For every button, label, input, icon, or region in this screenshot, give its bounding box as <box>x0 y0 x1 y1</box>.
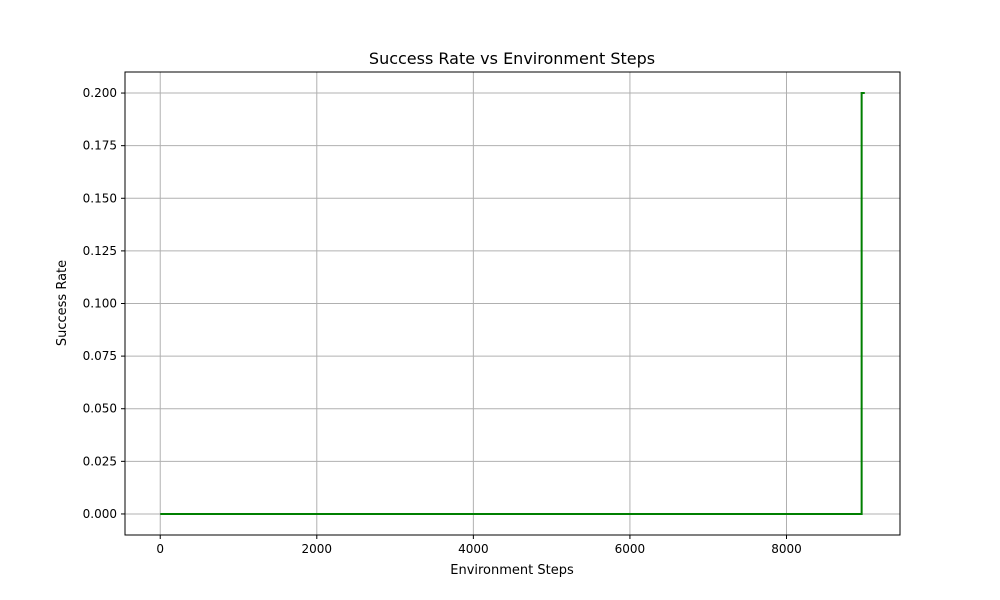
x-axis-label: Environment Steps <box>450 563 574 578</box>
x-tick-label: 8000 <box>771 542 802 556</box>
y-tick-label: 0.000 <box>83 507 117 521</box>
y-tick-label: 0.075 <box>83 349 117 363</box>
y-axis-label: Success Rate <box>55 260 70 346</box>
y-tick-label: 0.200 <box>83 86 117 100</box>
series-layer <box>160 92 865 515</box>
y-tick-label: 0.025 <box>83 454 117 468</box>
y-tick-label: 0.050 <box>83 402 117 416</box>
x-tick-label: 2000 <box>302 542 333 556</box>
x-tick-label: 4000 <box>458 542 489 556</box>
x-tick-label: 6000 <box>615 542 646 556</box>
y-tick-label: 0.150 <box>83 191 117 205</box>
y-tick-label: 0.125 <box>83 244 117 258</box>
series-line <box>160 92 865 515</box>
grid-layer <box>125 72 900 535</box>
chart-title: Success Rate vs Environment Steps <box>369 49 655 68</box>
y-axis: 0.000 0.025 0.050 0.075 0.100 0.125 0.150 0.175… <box>83 86 125 521</box>
y-tick-label: 0.175 <box>83 139 117 153</box>
y-tick-label: 0.100 <box>83 297 117 311</box>
x-tick-label: 0 <box>156 542 164 556</box>
x-axis: 0 2000 4000 6000 8000 <box>156 535 802 556</box>
